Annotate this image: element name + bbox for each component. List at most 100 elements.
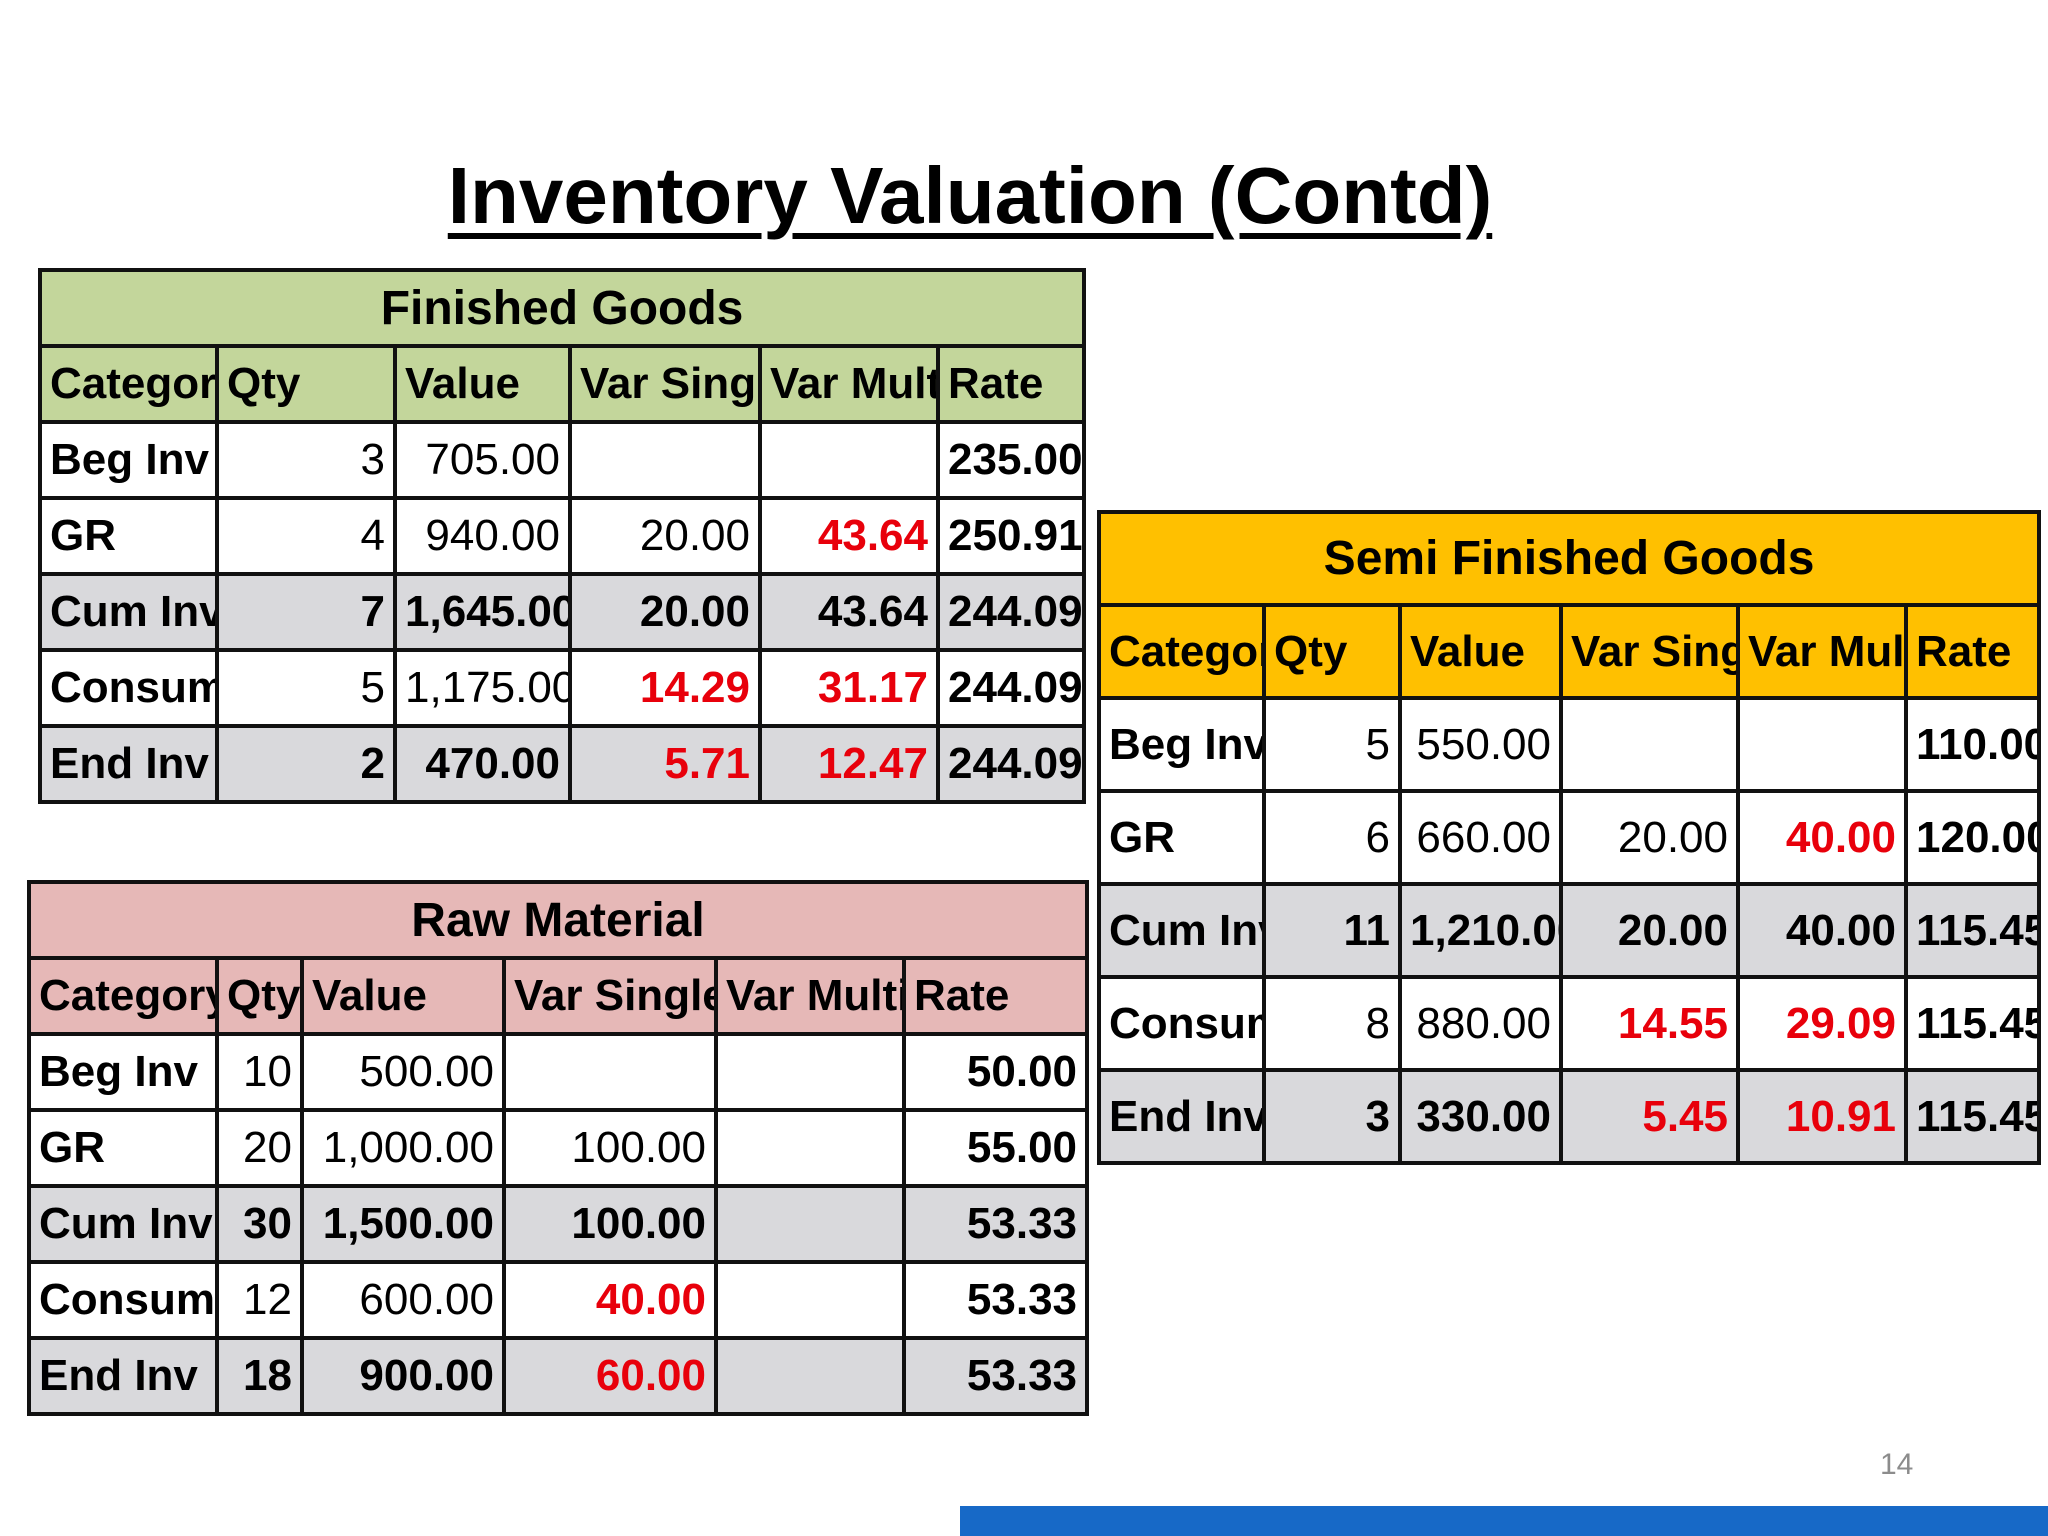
cell-category: Cum Inv [38, 572, 219, 652]
table-row: GR 4 940.00 20.00 43.64 250.91 [38, 496, 1087, 576]
cell-var-single [502, 1032, 718, 1112]
table-title: Semi Finished Goods [1096, 510, 2042, 607]
finished-goods-table: Finished Goods Category Qty Value Var Si… [37, 268, 1087, 804]
cell-var-multi [714, 1336, 906, 1416]
cell-qty: 5 [215, 648, 397, 728]
cell-rate: 50.00 [901, 1032, 1090, 1112]
cell-var-multi [714, 1184, 906, 1264]
cell-rate: 115.45 [1903, 882, 2042, 979]
cell-var-multi [758, 420, 940, 500]
cell-category: Beg Inv [1097, 696, 1266, 793]
cell-var-single: 20.00 [1559, 789, 1740, 886]
cell-rate: 244.09 [935, 648, 1087, 728]
table-row: End Inv 2 470.00 5.71 12.47 244.09 [38, 724, 1087, 804]
cell-value: 500.00 [300, 1032, 506, 1112]
table-row: Consump 8 880.00 14.55 29.09 115.45 [1097, 975, 2042, 1072]
cell-category: Beg Inv [27, 1032, 219, 1112]
column-header-rate: Rate [935, 344, 1087, 424]
cell-value: 705.00 [393, 420, 572, 500]
cell-category: Consump [38, 648, 219, 728]
cell-var-single: 5.45 [1559, 1068, 1740, 1165]
table-title: Finished Goods [37, 268, 1087, 348]
cell-var-single: 20.00 [568, 496, 762, 576]
column-header-var-single: Var Single [1559, 603, 1740, 700]
column-header-value: Value [300, 956, 506, 1036]
cell-value: 330.00 [1398, 1068, 1563, 1165]
cell-value: 660.00 [1398, 789, 1563, 886]
column-header-qty: Qty [215, 344, 397, 424]
cell-value: 1,645.00 [393, 572, 572, 652]
column-header-var-single: Var Single [568, 344, 762, 424]
cell-var-multi: 10.91 [1736, 1068, 1908, 1165]
table-row: Cum Inv 30 1,500.00 100.00 53.33 [27, 1184, 1090, 1264]
cell-category: Cum Inv [1097, 882, 1266, 979]
cell-value: 900.00 [300, 1336, 506, 1416]
table-row: Consump 12 600.00 40.00 53.33 [27, 1260, 1090, 1340]
column-header-rate: Rate [1903, 603, 2042, 700]
column-header-qty: Qty [215, 956, 304, 1036]
cell-rate: 115.45 [1903, 1068, 2042, 1165]
cell-qty: 10 [215, 1032, 304, 1112]
column-header-qty: Qty [1262, 603, 1402, 700]
table-row: Cum Inv 7 1,645.00 20.00 43.64 244.09 [38, 572, 1087, 652]
column-header-var-single: Var Single [502, 956, 718, 1036]
cell-qty: 8 [1262, 975, 1402, 1072]
cell-var-single: 14.55 [1559, 975, 1740, 1072]
cell-qty: 12 [215, 1260, 304, 1340]
cell-var-multi: 31.17 [758, 648, 940, 728]
cell-var-multi: 40.00 [1736, 882, 1908, 979]
column-header-value: Value [1398, 603, 1563, 700]
cell-rate: 235.00 [935, 420, 1087, 500]
cell-rate: 244.09 [935, 724, 1087, 804]
cell-value: 940.00 [393, 496, 572, 576]
cell-qty: 20 [215, 1108, 304, 1188]
cell-rate: 120.00 [1903, 789, 2042, 886]
cell-var-multi: 40.00 [1736, 789, 1908, 886]
cell-rate: 244.09 [935, 572, 1087, 652]
cell-var-multi [714, 1260, 906, 1340]
cell-var-single: 100.00 [502, 1108, 718, 1188]
cell-value: 470.00 [393, 724, 572, 804]
cell-value: 1,175.00 [393, 648, 572, 728]
cell-var-single: 40.00 [502, 1260, 718, 1340]
cell-category: End Inv [1097, 1068, 1266, 1165]
cell-qty: 2 [215, 724, 397, 804]
table-row: Beg Inv 5 550.00 110.00 [1097, 696, 2042, 793]
cell-var-multi: 29.09 [1736, 975, 1908, 1072]
cell-qty: 3 [215, 420, 397, 500]
cell-rate: 115.45 [1903, 975, 2042, 1072]
cell-var-single: 20.00 [568, 572, 762, 652]
cell-category: GR [38, 496, 219, 576]
slide-title: Inventory Valuation (Contd) [447, 151, 1493, 240]
column-header-value: Value [393, 344, 572, 424]
cell-var-single: 60.00 [502, 1336, 718, 1416]
cell-var-multi [714, 1108, 906, 1188]
cell-var-multi [714, 1032, 906, 1112]
cell-var-multi: 43.64 [758, 496, 940, 576]
cell-value: 1,500.00 [300, 1184, 506, 1264]
cell-qty: 6 [1262, 789, 1402, 886]
cell-qty: 11 [1262, 882, 1402, 979]
cell-rate: 53.33 [901, 1184, 1090, 1264]
cell-var-single [568, 420, 762, 500]
cell-value: 600.00 [300, 1260, 506, 1340]
cell-category: GR [27, 1108, 219, 1188]
page-number: 14 [1880, 1448, 1914, 1481]
cell-var-single [1559, 696, 1740, 793]
cell-value: 880.00 [1398, 975, 1563, 1072]
cell-rate: 250.91 [935, 496, 1087, 576]
cell-qty: 7 [215, 572, 397, 652]
table-title: Raw Material [26, 880, 1090, 960]
table-row: GR 20 1,000.00 100.00 55.00 [27, 1108, 1090, 1188]
cell-category: End Inv [38, 724, 219, 804]
table-row: Consump 5 1,175.00 14.29 31.17 244.09 [38, 648, 1087, 728]
cell-category: GR [1097, 789, 1266, 886]
cell-value: 1,210.00 [1398, 882, 1563, 979]
table-row: End Inv 3 330.00 5.45 10.91 115.45 [1097, 1068, 2042, 1165]
cell-qty: 5 [1262, 696, 1402, 793]
column-header-category: Category [27, 956, 219, 1036]
raw-material-table: Raw Material Category Qty Value Var Sing… [26, 880, 1090, 1416]
cell-var-multi: 43.64 [758, 572, 940, 652]
column-header-category: Category [38, 344, 219, 424]
table-row: Cum Inv 11 1,210.00 20.00 40.00 115.45 [1097, 882, 2042, 979]
